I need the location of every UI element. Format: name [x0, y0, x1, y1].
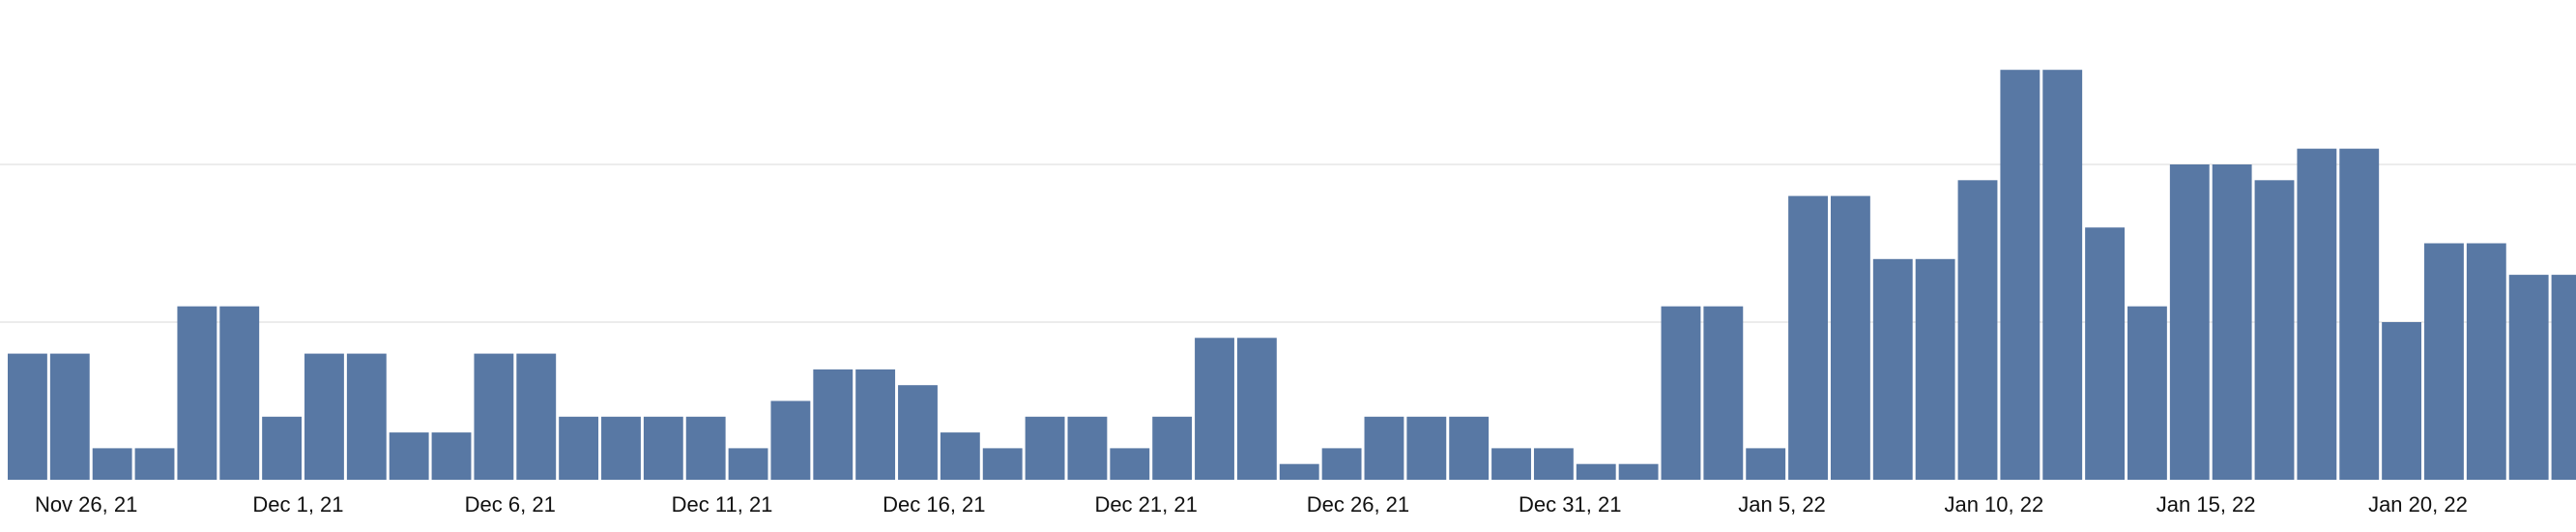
- x-tick-label: Dec 1, 21: [252, 492, 343, 517]
- bar: [1195, 338, 1234, 480]
- bar: [728, 448, 768, 480]
- x-tick-label: Jan 15, 22: [2156, 492, 2256, 517]
- bar: [2042, 70, 2083, 480]
- x-tick-label: Jan 10, 22: [1944, 492, 2043, 517]
- bar: [474, 353, 514, 480]
- bar: [1152, 416, 1193, 480]
- bar: [982, 448, 1023, 480]
- bar: [134, 448, 175, 480]
- bar: [2508, 275, 2549, 480]
- x-tick-label: Dec 16, 21: [883, 492, 985, 517]
- bar: [855, 369, 896, 480]
- bar: [2382, 322, 2422, 480]
- bar: [1279, 463, 1319, 480]
- x-tick-label: Dec 11, 21: [672, 492, 773, 517]
- bar: [389, 432, 429, 480]
- bar: [643, 416, 683, 480]
- bar: [770, 400, 811, 480]
- bar: [8, 353, 47, 480]
- bar: [1364, 416, 1404, 480]
- bar: [601, 416, 641, 480]
- bar: [1915, 258, 1955, 480]
- bar: [1576, 463, 1616, 480]
- bar: [1872, 258, 1913, 480]
- bar: [2000, 70, 2041, 480]
- bar: [516, 353, 557, 480]
- bar: [346, 353, 387, 480]
- bar: [2551, 275, 2576, 480]
- bar: [1746, 448, 1786, 480]
- x-tick-label: Dec 6, 21: [465, 492, 556, 517]
- x-tick-label: Dec 21, 21: [1094, 492, 1197, 517]
- bar: [1321, 448, 1362, 480]
- bar: [49, 353, 90, 480]
- bar: [2466, 243, 2506, 480]
- bar: [1661, 306, 1701, 480]
- x-tick-label: Dec 26, 21: [1307, 492, 1409, 517]
- bar: [219, 306, 260, 480]
- bar: [304, 353, 344, 480]
- bar: [1957, 180, 1998, 481]
- bar: [431, 432, 472, 480]
- bar: [2169, 164, 2210, 480]
- bar: [559, 416, 599, 480]
- x-tick-label: Jan 20, 22: [2368, 492, 2468, 517]
- bar: [1449, 416, 1490, 480]
- bar: [1491, 448, 1531, 480]
- x-tick-label: Dec 31, 21: [1519, 492, 1621, 517]
- bar: [1406, 416, 1447, 480]
- bar: [2339, 148, 2380, 480]
- bar: [1618, 463, 1659, 480]
- bar: [1110, 448, 1150, 480]
- bar: [1703, 306, 1744, 480]
- bar: [813, 369, 854, 480]
- bar: [1533, 448, 1574, 480]
- bar: [1067, 416, 1108, 480]
- bar: [177, 306, 217, 480]
- bar: [2127, 306, 2167, 480]
- bar: [1025, 416, 1065, 480]
- bar: [1788, 195, 1828, 480]
- bar: [92, 448, 132, 480]
- x-tick-label: Jan 5, 22: [1738, 492, 1826, 517]
- bar: [898, 385, 938, 480]
- bar: [1236, 338, 1277, 480]
- bar: [685, 416, 726, 480]
- bar: [2254, 180, 2295, 481]
- bar: [2085, 227, 2125, 480]
- bar: [262, 416, 303, 480]
- x-tick-label: Nov 26, 21: [35, 492, 137, 517]
- bar: [2212, 164, 2252, 480]
- bar: [940, 432, 980, 480]
- bar: [2424, 243, 2464, 480]
- bar: [1830, 195, 1870, 480]
- bar: [2297, 148, 2337, 480]
